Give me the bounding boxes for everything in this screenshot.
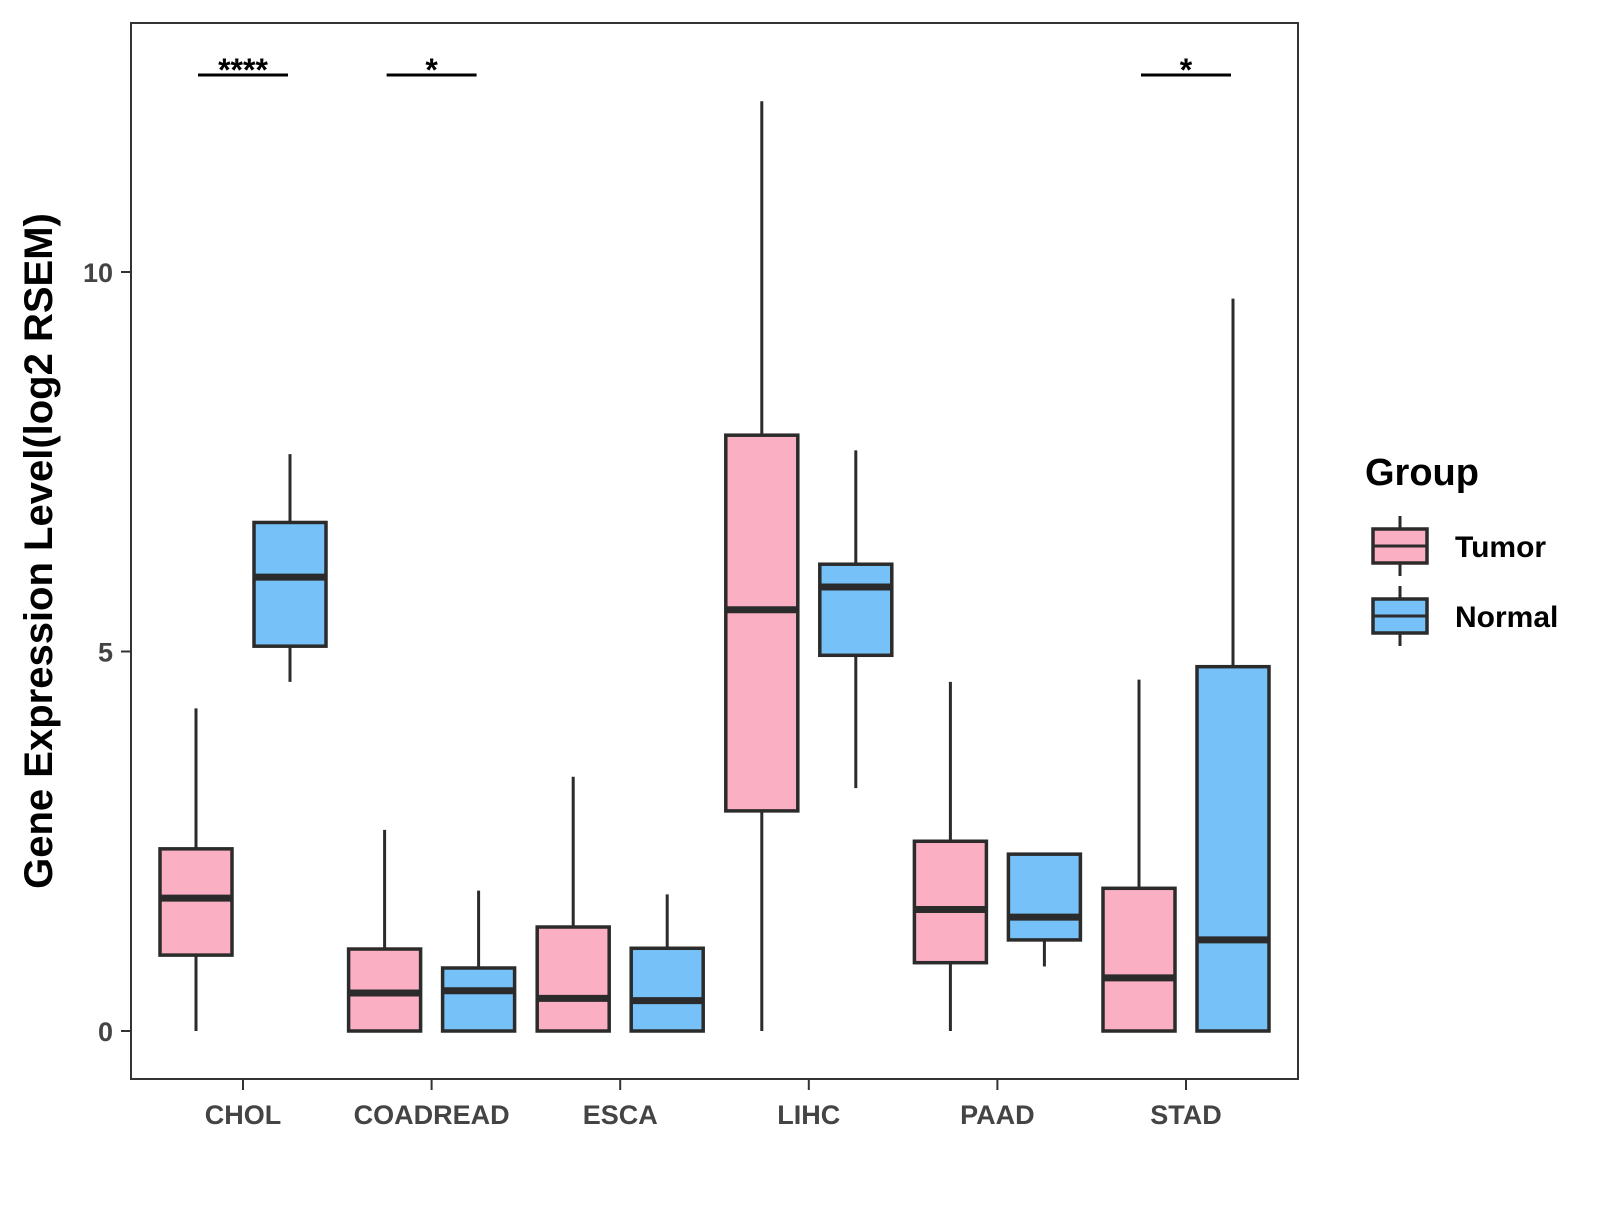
box-body	[629, 946, 705, 1033]
box-body	[818, 562, 894, 658]
box-chol-normal	[252, 454, 328, 682]
legend-item-tumor: Tumor	[1371, 516, 1546, 576]
y-axis: 0 5 10	[83, 258, 131, 1047]
box-stad-tumor	[1101, 679, 1177, 1033]
box-esca-tumor	[535, 776, 611, 1033]
boxes-layer	[158, 101, 1271, 1033]
box-coadread-tumor	[346, 829, 423, 1033]
x-tick-label: PAAD	[960, 1100, 1035, 1130]
x-tick-label: CHOL	[205, 1100, 282, 1130]
y-tick-label: 5	[98, 638, 113, 668]
box-chol-tumor	[158, 708, 234, 1031]
significance-label: ****	[218, 52, 268, 88]
legend-title: Group	[1365, 452, 1479, 494]
significance-chol: ****	[198, 52, 288, 88]
legend-item-normal: Normal	[1371, 586, 1558, 646]
box-lihc-normal	[818, 450, 894, 789]
y-tick-label: 0	[98, 1017, 113, 1047]
y-axis-title: Gene Expression Level(log2 RSEM)	[17, 213, 61, 889]
x-tick-label: COADREAD	[354, 1100, 510, 1130]
box-body	[724, 433, 800, 813]
y-tick-label: 10	[83, 258, 113, 288]
legend: Group Tumor Normal	[1365, 452, 1558, 646]
significance-label: *	[425, 52, 438, 88]
x-tick-label: STAD	[1150, 1100, 1222, 1130]
box-coadread-normal	[440, 890, 517, 1033]
significance-stad: *	[1141, 52, 1231, 88]
significance-coadread: *	[386, 52, 477, 88]
box-body	[1101, 886, 1177, 1033]
significance-label: *	[1180, 52, 1193, 88]
box-paad-tumor	[912, 681, 989, 1031]
box-body	[440, 966, 517, 1033]
box-stad-normal	[1195, 298, 1271, 1033]
legend-label: Normal	[1455, 601, 1558, 634]
box-body	[1195, 664, 1271, 1033]
box-lihc-tumor	[724, 101, 800, 1031]
box-body	[535, 925, 611, 1033]
box-body	[158, 847, 234, 957]
significance-layer: **** * *	[198, 52, 1231, 88]
legend-label: Tumor	[1455, 531, 1546, 564]
box-body	[912, 839, 989, 965]
x-axis: CHOL COADREAD ESCA LIHC PAAD STAD	[205, 1079, 1222, 1130]
x-tick-label: ESCA	[583, 1100, 658, 1130]
box-body	[1006, 852, 1083, 942]
x-tick-label: LIHC	[777, 1100, 840, 1130]
box-esca-normal	[629, 894, 705, 1033]
box-body	[252, 520, 328, 648]
box-paad-normal	[1006, 852, 1083, 967]
